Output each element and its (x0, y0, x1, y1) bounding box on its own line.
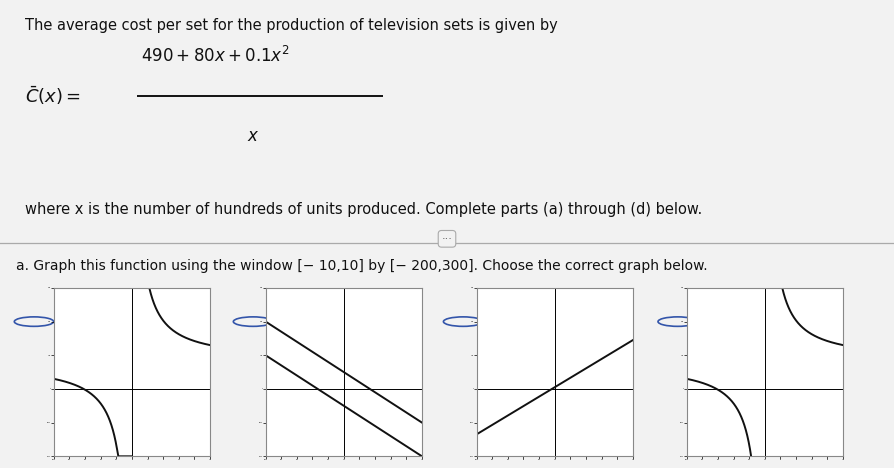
Text: The average cost per set for the production of television sets is given by: The average cost per set for the product… (25, 18, 558, 33)
Text: $490 + 80x + 0.1x^2$: $490 + 80x + 0.1x^2$ (141, 45, 291, 66)
Text: D.: D. (703, 314, 721, 329)
Text: $\bar{C}(x) =$: $\bar{C}(x) =$ (25, 85, 81, 107)
Text: C.: C. (488, 314, 505, 329)
Text: where x is the number of hundreds of units produced. Complete parts (a) through : where x is the number of hundreds of uni… (25, 202, 703, 217)
Text: A.: A. (59, 314, 77, 329)
Text: a. Graph this function using the window [− 10,10] by [− 200,300]. Choose the cor: a. Graph this function using the window … (16, 259, 708, 273)
Text: ···: ··· (442, 234, 452, 244)
Text: $x$: $x$ (247, 127, 259, 146)
Text: B.: B. (278, 314, 295, 329)
